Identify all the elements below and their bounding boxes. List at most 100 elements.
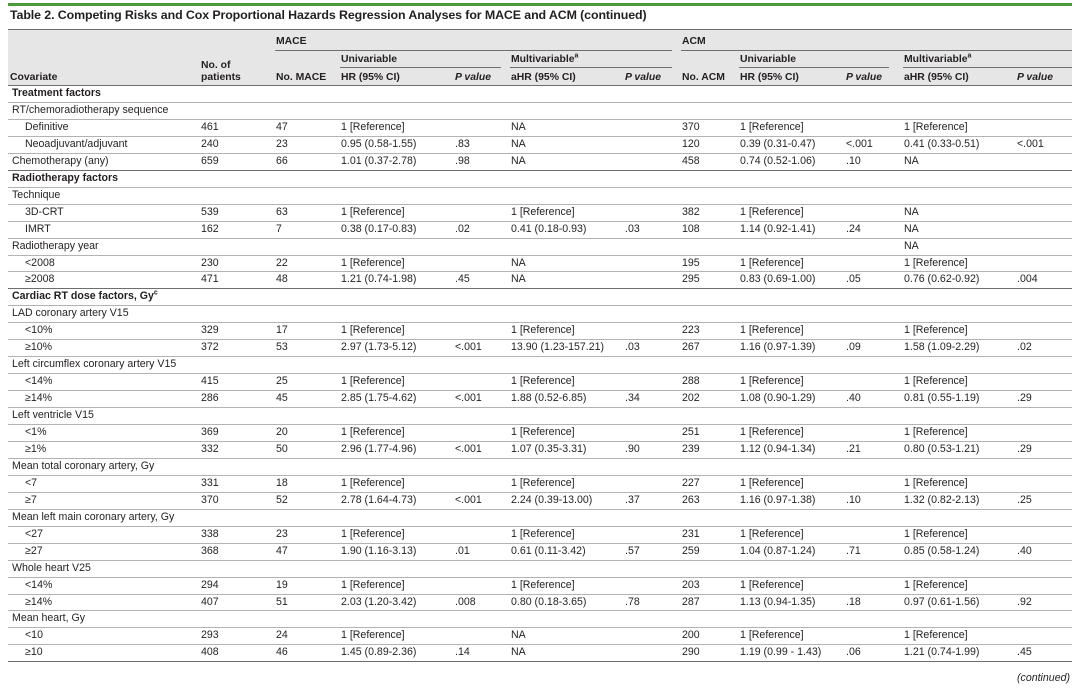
header-acm-multivariable: Multivariablea: [904, 52, 972, 65]
covariate-label: <14%: [25, 579, 53, 591]
acm-count: 108: [682, 223, 700, 235]
mace-multivariable-ahr: NA: [511, 257, 526, 269]
acm-univariable-hr: 1 [Reference]: [740, 426, 804, 438]
mace-multivariable-ahr: 0.80 (0.18-3.65): [511, 596, 587, 608]
patients-count: 162: [201, 223, 219, 235]
acm-group-rule: [681, 50, 1072, 51]
row-rule: [8, 305, 1072, 306]
mace-univariable-hr: 1.45 (0.89-2.36): [341, 646, 417, 658]
acm-univariable-hr: 1 [Reference]: [740, 257, 804, 269]
row-rule: [8, 492, 1072, 493]
patients-count: 332: [201, 443, 219, 455]
covariate-label: <10: [25, 629, 43, 641]
mace-count: 47: [276, 121, 288, 133]
continued-note: (continued): [1017, 672, 1070, 684]
acm-univariable-p: .18: [846, 596, 861, 608]
row-rule: [8, 627, 1072, 628]
covariate-label: ≥14%: [25, 392, 53, 404]
acm-multivariable-ahr: 1 [Reference]: [904, 579, 968, 591]
acm-univariable-hr: 1 [Reference]: [740, 206, 804, 218]
mace-multivariable-ahr: 1 [Reference]: [511, 477, 575, 489]
row-rule: [8, 509, 1072, 510]
acm-count: 458: [682, 155, 700, 167]
mace-multivariable-ahr: NA: [511, 273, 526, 285]
mace-multivariable-ahr: 0.61 (0.11-3.42): [511, 545, 586, 557]
mace-univariable-hr: 2.03 (1.20-3.42): [341, 596, 417, 608]
row-rule: [8, 102, 1072, 103]
acm-multivariable-ahr: 0.41 (0.33-0.51): [904, 138, 980, 150]
covariate-label: ≥27: [25, 545, 43, 557]
table-bottom-rule: [8, 661, 1072, 662]
mace-univariable-hr: 1 [Reference]: [341, 206, 405, 218]
acm-multivariable-ahr: NA: [904, 240, 919, 252]
mace-univariable-hr: 1 [Reference]: [341, 629, 405, 641]
mace-multivariable-ahr: 2.24 (0.39-13.00): [511, 494, 593, 506]
acm-count: 370: [682, 121, 700, 133]
mace-multivariable-ahr: 0.41 (0.18-0.93): [511, 223, 587, 235]
acm-univariable-hr: 1.16 (0.97-1.38): [740, 494, 816, 506]
acm-count: 382: [682, 206, 700, 218]
patients-count: 329: [201, 324, 219, 336]
mace-multivariable-p: .90: [625, 443, 640, 455]
row-rule: [8, 594, 1072, 595]
mace-multivariable-ahr: NA: [511, 138, 526, 150]
row-rule: [8, 187, 1072, 188]
patients-count: 369: [201, 426, 219, 438]
acm-multivariable-p: .004: [1017, 273, 1038, 285]
acm-multivariable-ahr: 1.32 (0.82-2.13): [904, 494, 980, 506]
mace-multivariable-ahr: NA: [511, 646, 526, 658]
acm-count: 203: [682, 579, 700, 591]
mace-count: 50: [276, 443, 288, 455]
patients-count: 230: [201, 257, 219, 269]
acm-multivariable-ahr: NA: [904, 206, 919, 218]
acm-multivariable-p: .40: [1017, 545, 1032, 557]
acm-count: 231: [682, 528, 700, 540]
mace-univariable-hr: 2.85 (1.75-4.62): [341, 392, 417, 404]
mace-univariable-hr: 1 [Reference]: [341, 257, 405, 269]
header-acm: ACM: [682, 36, 706, 47]
acm-multivariable-ahr: NA: [904, 223, 919, 235]
mace-count: 46: [276, 646, 288, 658]
acm-count: 195: [682, 257, 700, 269]
mace-count: 7: [276, 223, 282, 235]
mace-univariable-hr: 2.97 (1.73-5.12): [341, 341, 417, 353]
covariate-label: Definitive: [25, 121, 69, 133]
acm-multivariable-ahr: 1.21 (0.74-1.99): [904, 646, 980, 658]
covariate-label: <2008: [25, 257, 55, 269]
patients-count: 372: [201, 341, 219, 353]
acm-multivariable-ahr: 1 [Reference]: [904, 121, 968, 133]
patients-count: 294: [201, 579, 219, 591]
acm-multivariable-p: .29: [1017, 443, 1032, 455]
mace-multivariable-ahr: 1 [Reference]: [511, 528, 575, 540]
group-label: LAD coronary artery V15: [12, 307, 129, 319]
acm-univariable-hr: 1.14 (0.92-1.41): [740, 223, 816, 235]
patients-count: 471: [201, 273, 219, 285]
mace-multivariable-rule: [510, 67, 672, 68]
mace-count: 25: [276, 375, 288, 387]
acm-count: 290: [682, 646, 700, 658]
acm-multivariable-ahr: 1 [Reference]: [904, 257, 968, 269]
mace-count: 63: [276, 206, 288, 218]
mace-multivariable-ahr: 1.88 (0.52-6.85): [511, 392, 587, 404]
row-rule: [8, 322, 1072, 323]
mace-count: 66: [276, 155, 288, 167]
acm-univariable-p: .09: [846, 341, 861, 353]
acm-univariable-p: <.001: [846, 138, 873, 150]
header-mace: MACE: [276, 36, 307, 47]
acm-count: 259: [682, 545, 700, 557]
header-mace-uni-p: P value: [455, 72, 492, 83]
acm-multivariable-ahr: 0.85 (0.58-1.24): [904, 545, 980, 557]
acm-count: 295: [682, 273, 700, 285]
row-rule: [8, 610, 1072, 611]
mace-univariable-hr: 1 [Reference]: [341, 528, 405, 540]
mace-multivariable-p: .03: [625, 223, 640, 235]
row-rule: [8, 119, 1072, 120]
acm-univariable-p: .10: [846, 494, 861, 506]
section-rule: [8, 170, 1072, 171]
mace-univariable-hr: 2.96 (1.77-4.96): [341, 443, 417, 455]
mace-count: 47: [276, 545, 288, 557]
acm-multivariable-ahr: NA: [904, 155, 919, 167]
header-no-acm: No. ACM: [682, 72, 725, 83]
mace-univariable-p: <.001: [455, 443, 482, 455]
covariate-label: Neoadjuvant/adjuvant: [25, 138, 128, 150]
